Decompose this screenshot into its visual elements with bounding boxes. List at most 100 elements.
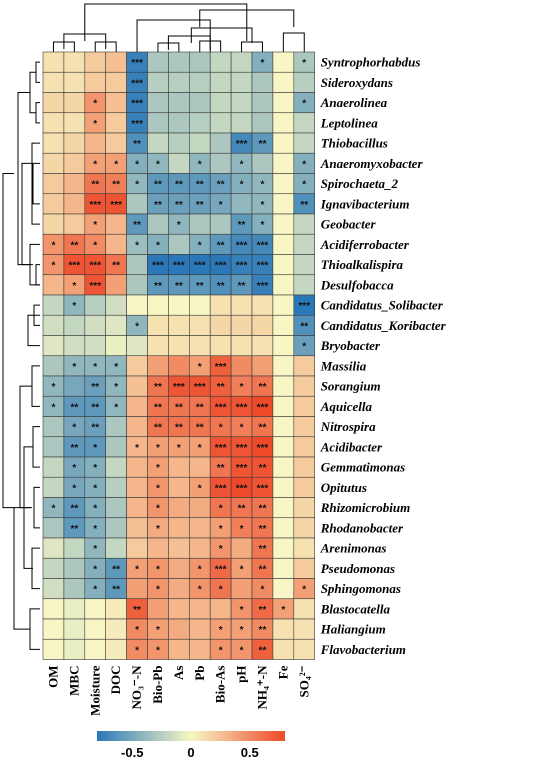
heatmap-cell — [251, 112, 274, 134]
significance-label: ** — [133, 139, 141, 150]
heatmap-cell — [63, 335, 86, 357]
heatmap-cell — [209, 335, 232, 357]
significance-label: * — [156, 443, 160, 454]
significance-label: *** — [110, 200, 122, 211]
significance-label: ** — [91, 402, 99, 413]
heatmap-cell — [63, 193, 86, 215]
heatmap-cell — [168, 314, 190, 336]
row-label: Ignavibacterium — [320, 196, 410, 211]
heatmap-cell — [42, 476, 65, 498]
heatmap-cell — [147, 71, 169, 93]
significance-label: * — [156, 625, 160, 636]
significance-label: ** — [154, 423, 162, 434]
colorbar-tick-label: 0.5 — [241, 745, 259, 758]
significance-label: * — [240, 382, 244, 393]
dendrogram-link — [21, 162, 33, 266]
heatmap-cell — [272, 254, 295, 276]
heatmap-cell — [63, 598, 86, 620]
significance-label: ** — [70, 240, 78, 251]
significance-label: * — [93, 362, 97, 373]
significance-label: *** — [131, 99, 143, 110]
row-label: Geobacter — [321, 217, 377, 232]
heatmap-cell — [42, 456, 65, 478]
heatmap-cell — [168, 92, 190, 114]
heatmap-cell — [126, 416, 148, 438]
significance-label: * — [156, 463, 160, 474]
heatmap-cell — [168, 537, 190, 559]
column-label: Bio-Pb — [150, 666, 165, 704]
heatmap-cell — [42, 578, 65, 600]
row-label: Rhizomicrobium — [320, 500, 411, 515]
heatmap-cell — [209, 598, 232, 620]
heatmap-cell — [42, 638, 65, 660]
significance-label: * — [51, 504, 55, 515]
significance-label: *** — [89, 261, 101, 272]
significance-label: * — [240, 423, 244, 434]
row-label: Blastocatella — [320, 601, 391, 616]
significance-label: * — [156, 564, 160, 575]
significance-label: ** — [91, 423, 99, 434]
significance-label: ** — [259, 463, 267, 474]
heatmap-cell — [189, 112, 211, 134]
significance-label: ** — [259, 504, 267, 515]
heatmap-cell — [147, 213, 169, 235]
significance-label: ** — [259, 382, 267, 393]
significance-label: * — [219, 625, 223, 636]
heatmap-cell — [105, 537, 127, 559]
column-labels: OM MBC Moisture DOC NO₃⁻-N Bio-Pb As Pb Bio-As pH… — [45, 665, 311, 716]
heatmap-cell — [251, 335, 274, 357]
heatmap-cell — [42, 173, 65, 195]
significance-label: * — [114, 382, 118, 393]
significance-label: * — [93, 504, 97, 515]
heatmap-cell — [272, 517, 295, 539]
row-label: Candidatus_Koribacter — [321, 318, 447, 333]
significance-label: ** — [175, 281, 183, 292]
significance-label: *** — [236, 463, 248, 474]
column-label: DOC — [108, 666, 123, 695]
heatmap-cell — [126, 476, 148, 498]
heatmap-cell — [105, 314, 127, 336]
heatmap-cell — [42, 92, 65, 114]
significance-label: * — [281, 605, 285, 616]
heatmap-cell — [272, 335, 295, 357]
heatmap-cell — [168, 51, 190, 73]
heatmap-cell — [84, 335, 107, 357]
heatmap-cell — [251, 294, 274, 316]
significance-label: ** — [175, 402, 183, 413]
heatmap-cell — [251, 152, 274, 174]
row-label: Acidibacter — [320, 439, 383, 454]
significance-label: ** — [259, 564, 267, 575]
row-label: Desulfobacca — [320, 277, 394, 292]
heatmap-cell — [251, 355, 274, 377]
column-label: Fe — [275, 665, 290, 679]
significance-label: ** — [217, 281, 225, 292]
dendrogram-link — [84, 3, 248, 41]
column-label: As — [171, 666, 186, 680]
significance-label: *** — [89, 281, 101, 292]
column-dendrogram — [52, 3, 305, 52]
heatmap-cell — [126, 456, 148, 478]
significance-label: ** — [238, 504, 246, 515]
significance-label: *** — [257, 281, 269, 292]
heatmap-cell — [42, 436, 65, 458]
heatmap-cell — [42, 274, 65, 296]
heatmap-cell — [42, 314, 65, 336]
heatmap-cell — [42, 51, 65, 73]
heatmap-cell — [126, 274, 148, 296]
heatmap-cell — [209, 294, 232, 316]
row-label: Candidatus_Solibacter — [321, 298, 444, 313]
heatmap-cell — [293, 476, 315, 498]
heatmap-cell — [272, 375, 295, 397]
heatmap-cell — [147, 92, 169, 114]
heatmap-cell — [189, 213, 211, 235]
significance-label: * — [135, 321, 139, 332]
heatmap-cell — [42, 416, 65, 438]
column-label: pH — [234, 666, 249, 683]
heatmap-cell — [293, 517, 315, 539]
heatmap-cell — [126, 537, 148, 559]
heatmap-cell — [105, 416, 127, 438]
heatmap-cell — [42, 294, 65, 316]
heatmap-cell — [272, 638, 295, 660]
significance-label: * — [93, 544, 97, 555]
heatmap-cell — [84, 294, 107, 316]
